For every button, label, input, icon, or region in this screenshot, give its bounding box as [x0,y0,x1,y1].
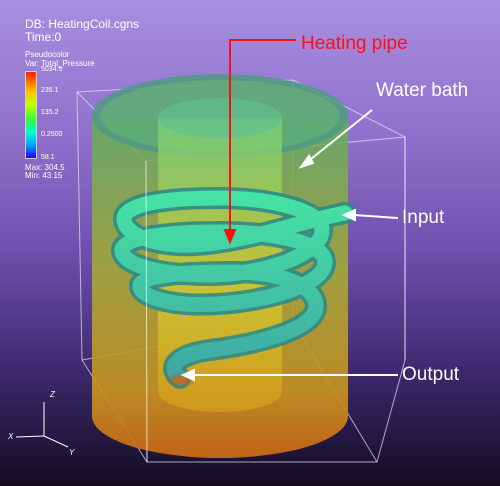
axis-triad [15,402,69,448]
legend-tick: 0.2500 [41,131,63,138]
input-label: Input [402,207,445,228]
legend-tick: 5034.5 [41,66,63,73]
legend-plot-type: Pseudocolor [25,50,70,59]
legend-variable: Var: Total_Pressure [25,59,95,68]
legend-tick: 235.1 [41,87,59,94]
water-bath-arrow [298,109,373,169]
heating-pipe-arrow [223,39,296,245]
legend-max: Max: 304.5 [25,163,65,172]
water-bath-label: Water bath [376,80,469,101]
axis-x-label: X [8,432,14,441]
database-label: DB: HeatingCoil.cgns [25,17,140,31]
legend-min: Min: 43.15 [25,171,63,180]
legend-tick: 58.1 [41,154,55,161]
heating-pipe-label: Heating pipe [301,33,408,54]
output-label: Output [402,364,460,385]
output-arrow [180,368,398,382]
input-arrow [341,208,399,222]
time-label: Time:0 [25,30,62,44]
legend-color-bar [25,71,37,159]
axis-y-label: Y [69,448,75,457]
heating-coil [110,186,356,389]
axis-z-label: Z [50,390,55,399]
legend-tick: 135.2 [41,109,59,116]
legend-title: Pseudocolor Var: Total_Pressure [25,50,95,68]
